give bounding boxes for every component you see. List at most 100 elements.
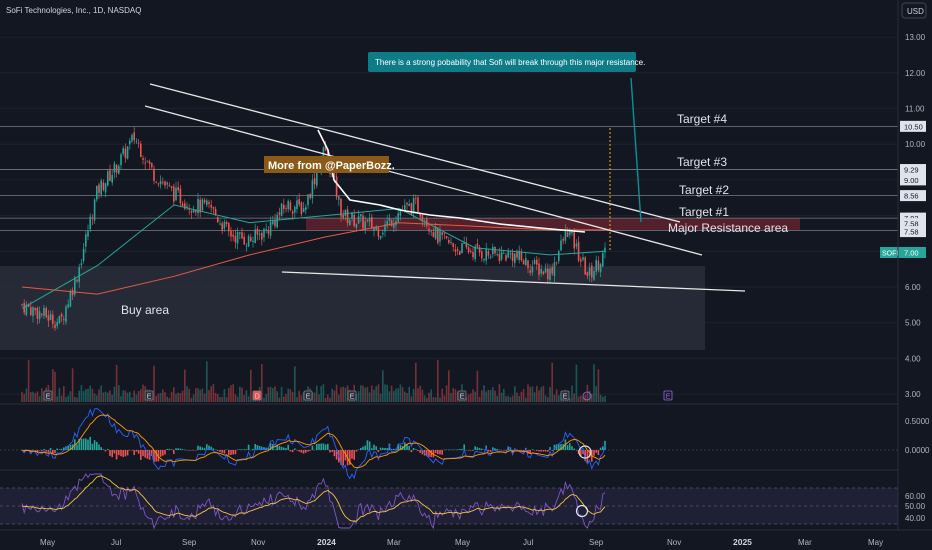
earnings-marker[interactable]	[303, 390, 313, 401]
candle-body	[597, 260, 600, 270]
candle-body	[560, 240, 562, 251]
earnings-marker[interactable]	[663, 390, 673, 401]
volume-bar	[30, 392, 32, 402]
time-tick: Mar	[387, 538, 401, 547]
candle-body	[287, 200, 289, 210]
rsi-line[interactable]	[21, 473, 606, 530]
volume-bar	[401, 387, 404, 402]
promo-text: More from @PaperBozz.	[268, 160, 395, 172]
volume-bar	[544, 395, 547, 402]
volume-bar	[201, 388, 204, 402]
volume-bar	[419, 385, 421, 402]
macd-histogram-bar	[522, 450, 525, 452]
candle-body	[232, 234, 234, 237]
volume-bar	[430, 389, 432, 402]
volume-bar	[344, 387, 347, 402]
callout-box[interactable]	[368, 52, 636, 72]
volume-bar	[360, 385, 362, 402]
volume-bar	[324, 397, 327, 402]
volume-bar	[500, 392, 503, 402]
macd-histogram-bar	[487, 450, 490, 452]
candle-body	[122, 148, 124, 154]
candle-body	[333, 173, 336, 177]
volume-bar	[197, 388, 199, 402]
earnings-marker[interactable]	[347, 390, 357, 401]
candle-body	[349, 220, 351, 226]
ma-short-line[interactable]	[21, 204, 606, 309]
target-4-label: Target #4	[677, 112, 727, 126]
time-tick: May	[455, 538, 470, 547]
volume-bar	[280, 386, 283, 402]
macd-histogram-bar	[49, 447, 52, 450]
macd-histogram-bar	[78, 438, 80, 450]
macd-histogram-bar	[291, 450, 294, 453]
volume-bar	[371, 385, 373, 402]
volume-bar	[318, 394, 320, 402]
candle-body	[170, 186, 173, 189]
macd-histogram-bar	[309, 450, 311, 451]
candle-body	[417, 197, 419, 213]
upper-trendline[interactable]	[149, 83, 681, 223]
mid-trendline[interactable]	[144, 105, 703, 256]
candle-body	[384, 224, 386, 232]
macd-histogram-bar	[382, 447, 384, 450]
macd-histogram-bar	[166, 448, 168, 450]
candle-body	[375, 226, 377, 230]
macd-histogram-bar	[540, 450, 542, 452]
macd-histogram-bar	[329, 450, 331, 453]
macd-histogram-bar	[23, 450, 25, 453]
volume-bar	[322, 384, 325, 402]
volume-bar	[580, 395, 582, 402]
earnings-marker[interactable]	[560, 390, 570, 401]
signal-line[interactable]	[21, 414, 606, 469]
macd-histogram-bar	[322, 443, 325, 450]
macd-histogram-bar	[353, 450, 355, 460]
candle-body	[272, 221, 274, 224]
rsi-highlight-circle[interactable]	[575, 504, 589, 518]
macd-highlight-circle[interactable]	[578, 445, 592, 459]
macd-histogram-bar	[384, 447, 386, 450]
volume-bar	[234, 394, 237, 402]
volume-bar	[445, 385, 448, 402]
macd-histogram-bar	[544, 450, 547, 452]
macd-histogram-bar	[463, 444, 465, 450]
volume-bar	[168, 397, 171, 402]
volume-bar	[298, 390, 300, 402]
upcoming-event-icon[interactable]	[582, 391, 592, 401]
ma-long-line[interactable]	[21, 222, 606, 295]
candle-body	[212, 206, 215, 209]
volume-bar	[190, 397, 193, 402]
volume-bar	[481, 390, 483, 402]
currency-button[interactable]	[901, 2, 927, 19]
earnings-marker[interactable]	[457, 390, 467, 401]
rsi-ma-line[interactable]	[21, 475, 606, 522]
macd-histogram-bar	[38, 450, 41, 451]
candle-body	[566, 232, 569, 237]
candle-body	[487, 251, 490, 256]
volume-bar	[489, 390, 492, 402]
candle-body	[575, 243, 578, 247]
macd-histogram-bar	[430, 450, 432, 458]
candle-body	[509, 253, 512, 255]
volume-bar	[32, 391, 34, 402]
volume-bar	[96, 395, 98, 402]
macd-histogram-bar	[397, 444, 399, 450]
volume-bar	[100, 385, 102, 402]
candle-body	[285, 208, 287, 210]
support-trendline[interactable]	[281, 271, 746, 292]
time-tick: May	[868, 538, 883, 547]
macd-line[interactable]	[21, 408, 606, 480]
volume-bar	[426, 397, 428, 402]
earnings-marker[interactable]	[43, 390, 53, 401]
earnings-marker[interactable]	[144, 390, 154, 401]
earnings-marker[interactable]	[252, 390, 262, 401]
macd-histogram-bar	[320, 443, 322, 450]
candle-body	[595, 259, 597, 272]
volume-bar	[428, 392, 430, 402]
promo-box[interactable]	[264, 156, 389, 173]
candle-body	[78, 267, 80, 282]
macd-histogram-bar	[118, 450, 120, 456]
macd-histogram-bar	[503, 450, 505, 451]
rsi-band	[0, 488, 898, 524]
